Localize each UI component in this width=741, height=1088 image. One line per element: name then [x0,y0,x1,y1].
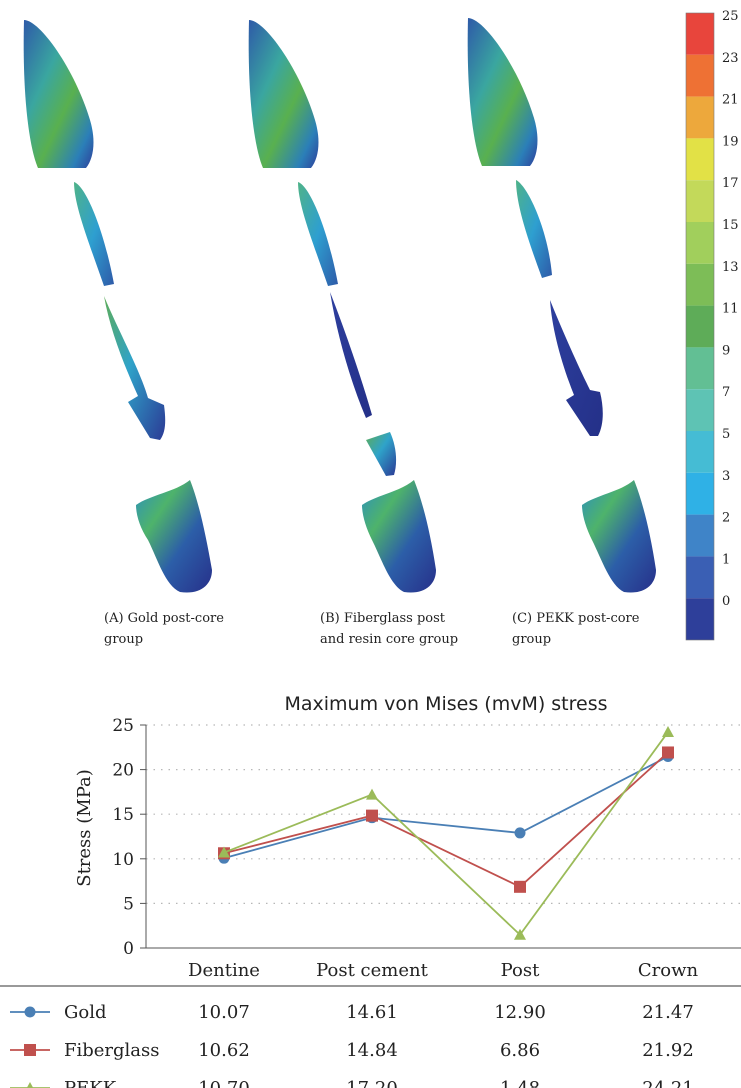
colorbar-segment [686,138,714,181]
y-tick-label: 5 [123,894,134,914]
colorbar-segment [686,347,714,390]
series-line-gold [223,755,669,860]
table-cell: 17.20 [346,1078,398,1088]
caption-gold-group: (A) Gold post-core group [104,611,224,647]
colorbar-segment [686,431,714,473]
legend-marker [24,1006,36,1018]
table-cell: 24.21 [642,1078,694,1088]
chart-title: Maximum von Mises (mvM) stress [284,693,607,715]
table-cell: 6.86 [500,1040,540,1061]
post-model [330,292,372,418]
dentine-model [362,480,436,593]
crown-model [23,20,94,168]
caption-pekk-group: (C) PEKK post-core group [512,611,640,647]
colorbar-tick-label: 17 [722,176,739,191]
colorbar-segment [686,556,714,599]
colorbar-segment [686,305,714,348]
colorbar-tick-label: 0 [722,594,730,609]
data-table: Gold 10.07 14.61 12.90 21.47 Fiberglass 10.62 1… [0,985,741,1088]
y-tick-label: 15 [112,805,134,825]
cement-model [298,182,338,286]
colorbar-tick-label: 9 [722,343,730,358]
table-cell: 14.61 [346,1002,398,1023]
colorbar-tick-label: 23 [722,51,739,66]
x-tick-label: Post [501,960,540,981]
colorbar-tick-label: 11 [722,302,739,317]
colorbar-tick-label: 25 [722,9,739,24]
colorbar-tick-label: 1 [722,552,730,567]
legend-label: PEKK [64,1078,117,1088]
legend-marker [26,1082,34,1088]
legend-label: Gold [64,1002,107,1023]
table-cell: 12.90 [494,1002,546,1023]
y-tick-label: 20 [112,761,134,781]
post-model [550,300,603,436]
colorbar-tick-label: 7 [722,385,730,400]
data-point-gold [514,827,526,839]
dentine-model [136,480,212,593]
cement-model [516,180,552,278]
model-pekk-group [467,18,656,593]
data-point-fiberglass [514,880,526,893]
table-cell: 14.84 [346,1040,398,1061]
colorbar-segment [686,263,714,306]
data-point-pekk [514,928,526,940]
post-model [104,296,166,440]
legend-label: Fiberglass [64,1040,160,1061]
colorbar-tick-label: 2 [722,511,730,526]
table-cell: 10.07 [198,1002,250,1023]
table-cell: 10.62 [198,1040,250,1061]
colorbar-tick-label: 5 [722,427,730,442]
y-tick-label: 0 [123,939,134,959]
y-tick-label: 25 [112,716,134,736]
y-axis-label: Stress (MPa) [74,769,95,887]
data-point-fiberglass [366,809,378,822]
colorbar-segment [686,96,714,139]
table-cell: 10.70 [198,1078,250,1088]
colorbar-segment [686,389,714,431]
colorbar-segment [686,472,714,515]
series-line-fiberglass [223,751,669,888]
colorbar-segment [686,13,714,55]
plot-area: 0 5 10 15 20 25 Dentine Post cement Post Crown [112,716,741,981]
colorbar-tick-label: 19 [722,134,739,149]
colorbar-segment [686,222,714,264]
colorbar-segment [686,598,714,640]
colorbar-segment [686,54,714,97]
data-point-fiberglass [662,746,674,759]
model-fiberglass-group [248,20,436,593]
series-line-pekk [223,731,669,937]
colorbar-segment [686,514,714,557]
x-tick-label: Dentine [188,960,260,981]
colorbar-tick-label: 15 [722,218,739,233]
data-point-pekk [662,726,674,738]
caption-fiberglass-group: (B) Fiberglass post and resin core group [320,611,459,647]
cement-model [74,182,114,286]
table-cell: 21.92 [642,1040,694,1061]
table-cell: 21.47 [642,1002,694,1023]
x-tick-label: Post cement [316,960,428,981]
colorbar-tick-label: 21 [722,93,739,108]
table-cell: 1.48 [500,1078,540,1088]
crown-model [467,18,538,166]
colorbar-tick-label: 3 [722,469,730,484]
colorbar-tick-label: 13 [722,260,739,275]
data-point-pekk [218,846,230,858]
y-tick-label: 10 [112,850,134,870]
data-point-pekk [366,788,378,800]
colorbar-frame [685,12,715,641]
colorbar-segment [686,180,714,222]
dentine-model [582,480,656,593]
legend-marker [24,1044,36,1056]
crown-model [248,20,319,168]
x-tick-label: Crown [638,960,699,981]
core-model [366,432,397,476]
stress-line-chart: Maximum von Mises (mvM) stress Stress (M… [0,693,741,1088]
model-gold-group [23,20,212,593]
